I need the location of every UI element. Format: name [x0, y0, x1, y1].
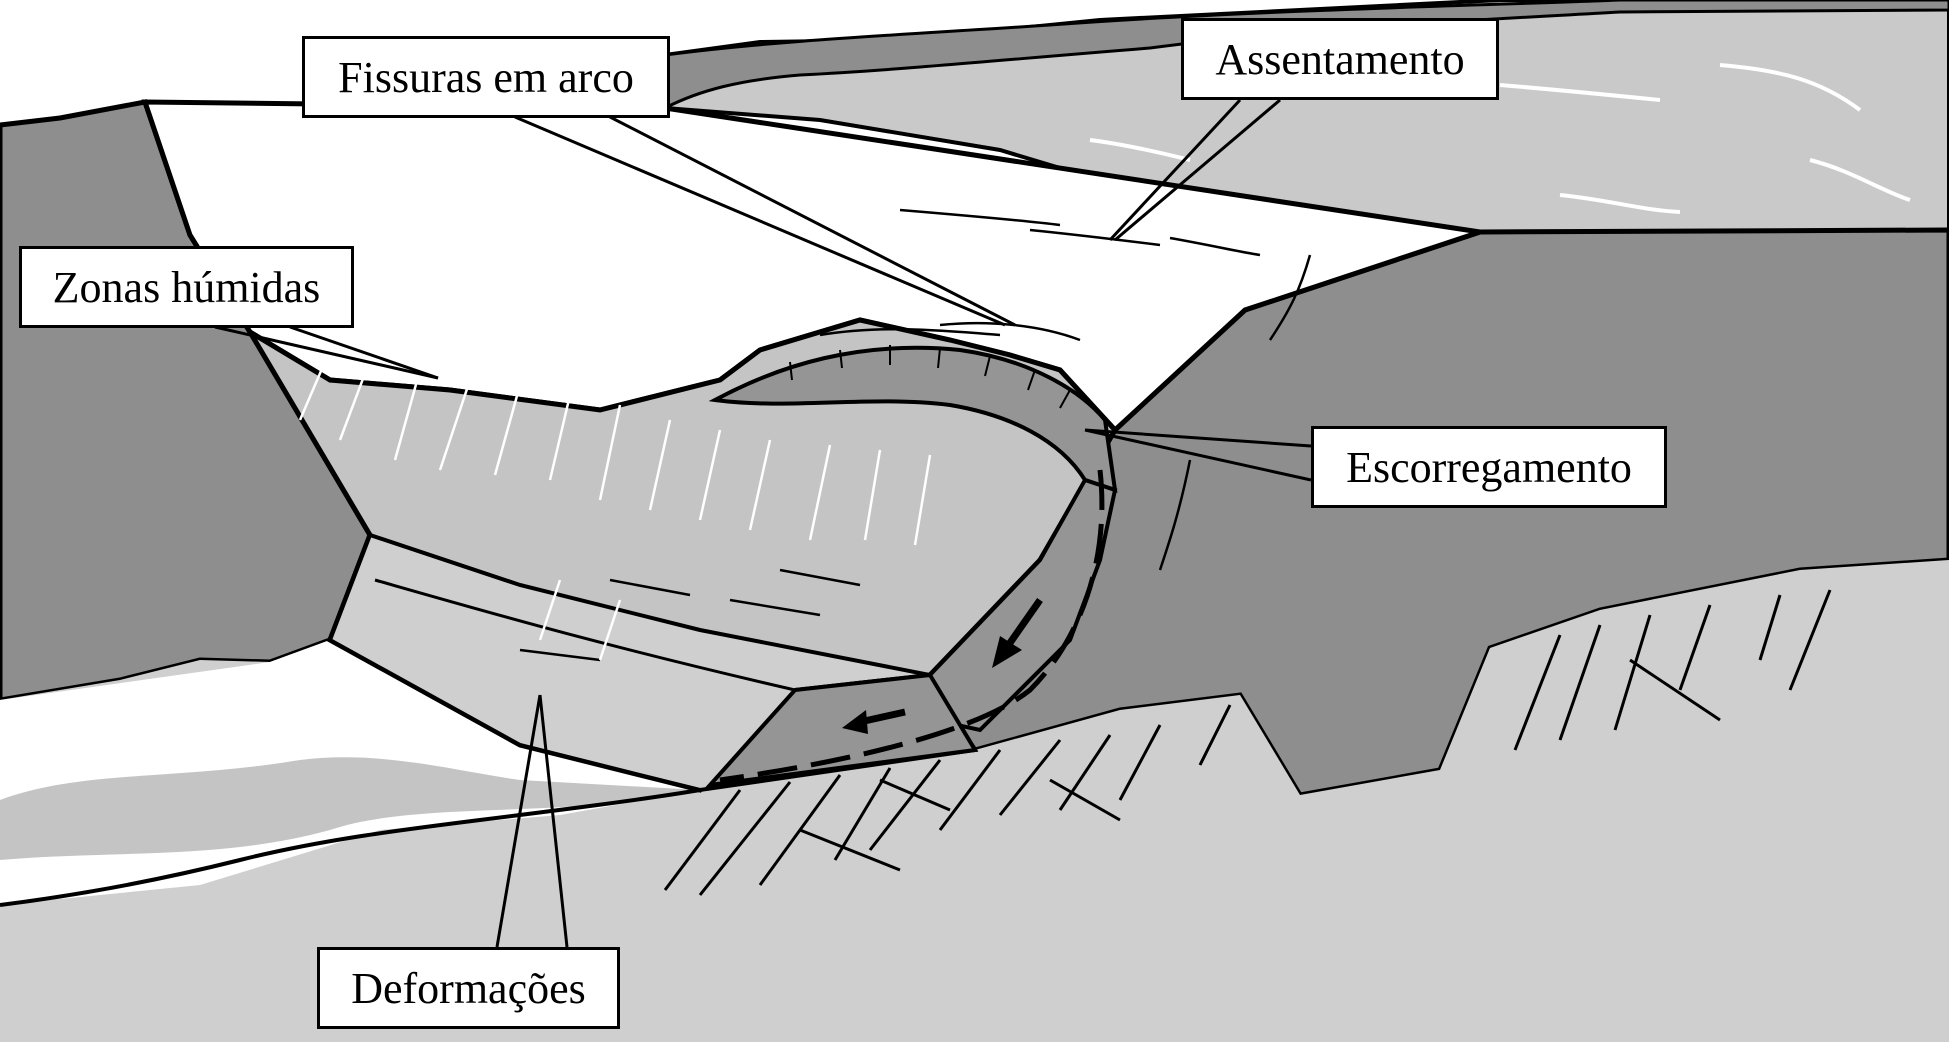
- wet-streaks: [298, 349, 932, 661]
- crest-cracks: [819, 208, 1312, 342]
- movement-arrows: [842, 597, 1043, 734]
- leader-zonas-2: [289, 325, 439, 380]
- leader-assentamento: [1108, 98, 1242, 242]
- leader-escorregamento: [1084, 428, 1312, 448]
- valley-floor: [0, 560, 1949, 1042]
- slide-scarp: [708, 345, 1118, 493]
- leader-zonas: [214, 325, 439, 380]
- label-fissuras-em-arco: Fissuras em arco: [302, 36, 670, 118]
- berm-line: [374, 578, 796, 692]
- leader-fissuras: [514, 115, 1006, 327]
- leader-lines: [214, 98, 1312, 948]
- slide-block: [794, 477, 1118, 733]
- river-bank-line: [0, 788, 701, 907]
- label-assentamento: Assentamento: [1181, 18, 1499, 100]
- leader-fissuras-2: [609, 115, 1016, 327]
- slide-toe: [704, 672, 979, 788]
- leader-escorregamento-2: [1084, 428, 1312, 482]
- label-zonas-humidas: Zonas húmidas: [19, 246, 354, 328]
- label-deformacoes: Deformações: [317, 947, 620, 1029]
- leader-deformacoes-2: [538, 694, 569, 948]
- label-escorregamento: Escorregamento: [1311, 426, 1667, 508]
- bedrock-hatching: [663, 589, 1832, 896]
- leader-assentamento-2: [1114, 98, 1281, 242]
- water-ripples: [1089, 63, 1911, 214]
- slip-surface: [719, 469, 1105, 783]
- face-cracks: [519, 459, 1192, 662]
- leader-deformacoes: [495, 694, 542, 948]
- scarp-hatching: [789, 345, 1071, 409]
